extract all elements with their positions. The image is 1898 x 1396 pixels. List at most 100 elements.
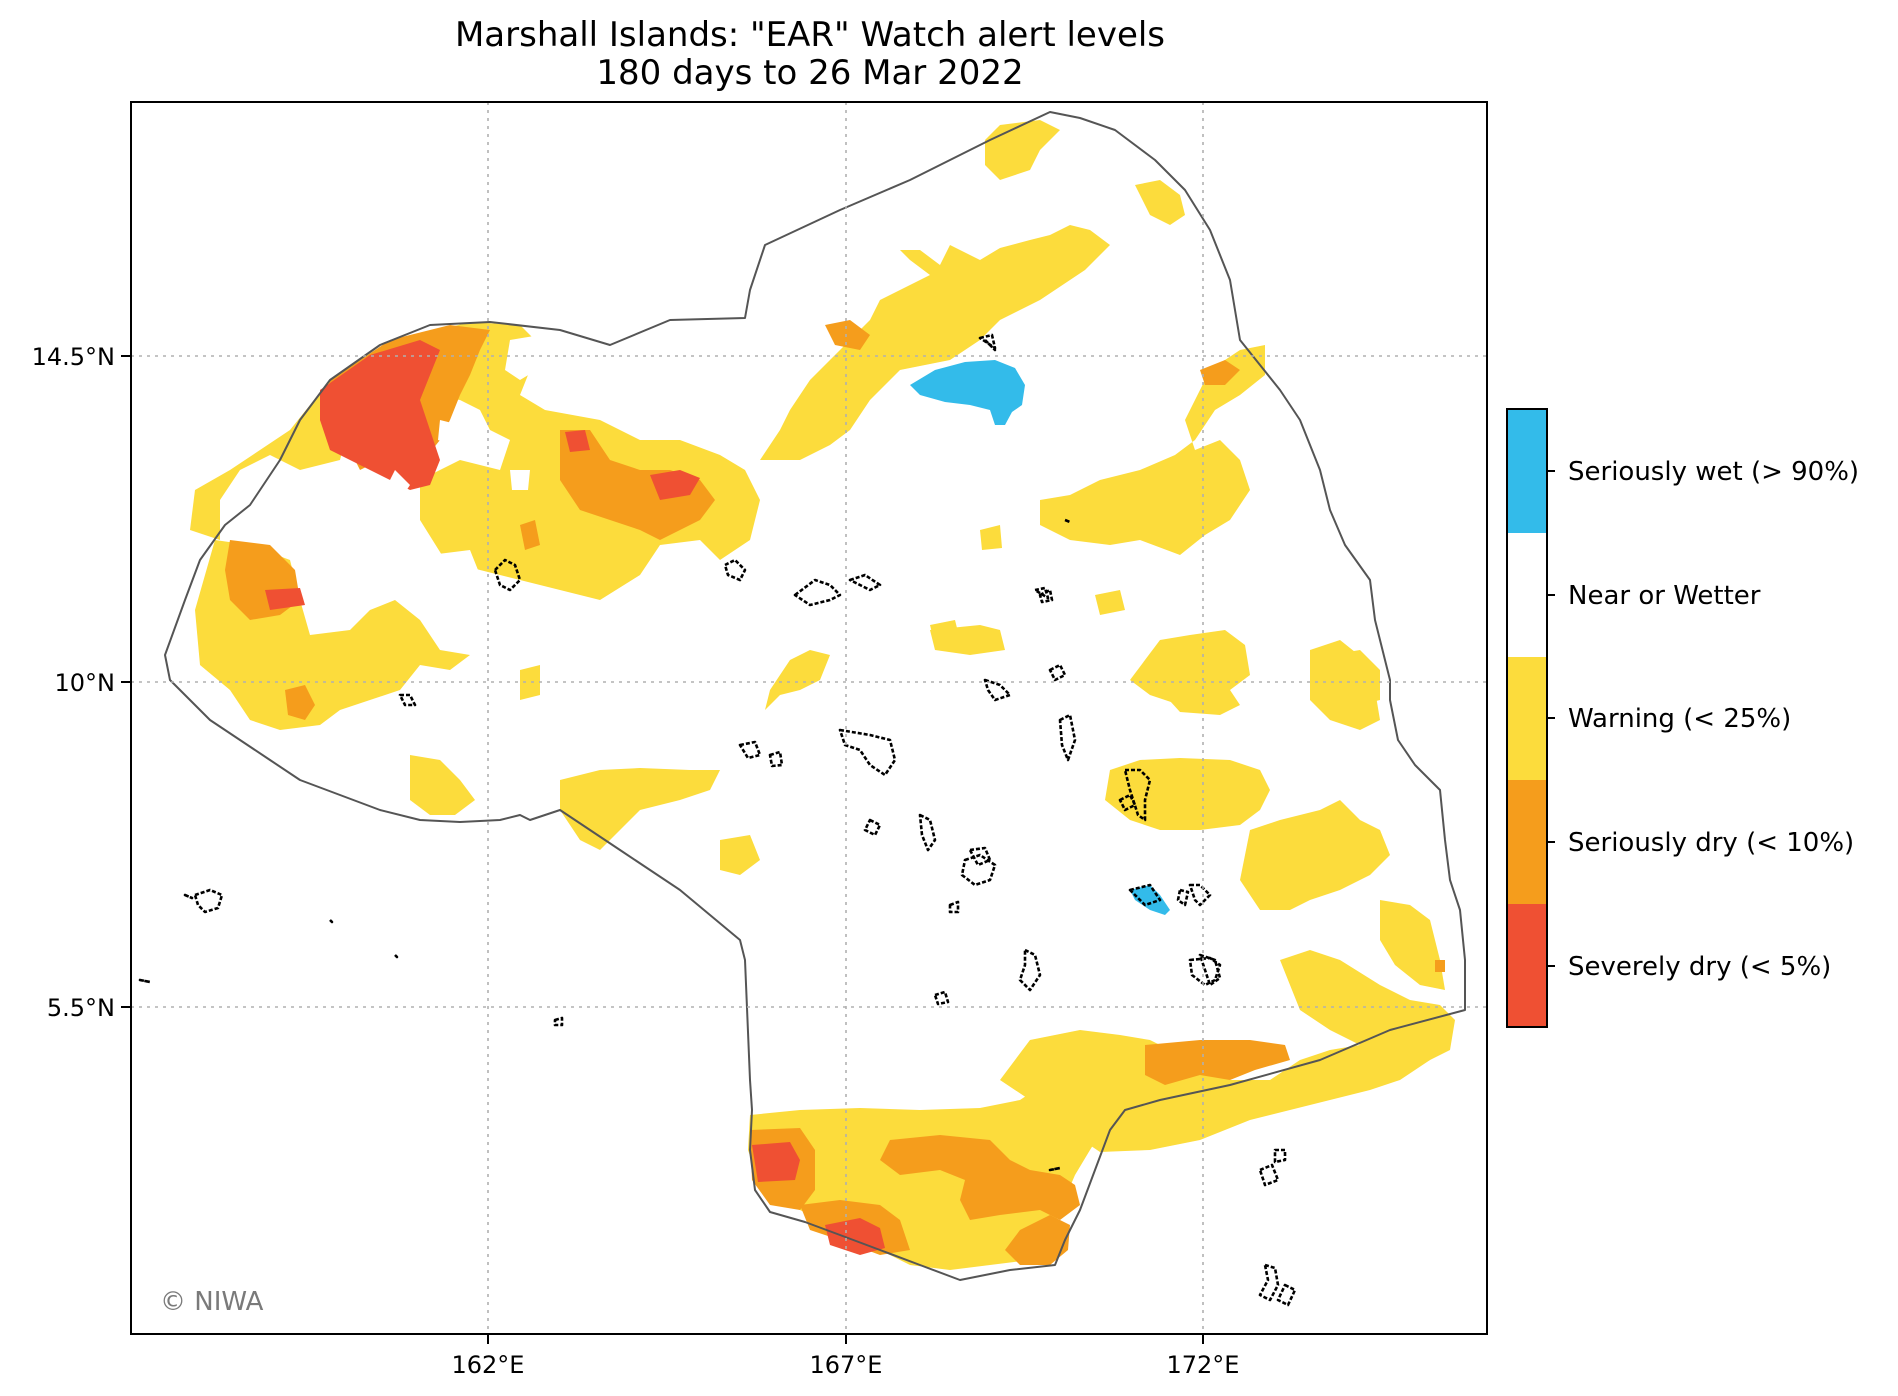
x-tick-label-167e: 167°E <box>810 1351 883 1379</box>
white-patch-2 <box>510 470 530 490</box>
legend-label-severely-dry: Severely dry (< 5%) <box>1568 952 1831 982</box>
x-tick-label-172e: 172°E <box>1167 1351 1240 1379</box>
atoll-taongi <box>1063 518 1072 524</box>
map-title-line2: 180 days to 26 Mar 2022 <box>596 53 1023 93</box>
atoll-namorik <box>933 990 950 1006</box>
severe-zone-central-north <box>650 470 700 500</box>
legend-label-warning: Warning (< 25%) <box>1568 704 1791 734</box>
colorbar-swatch-seriously-dry <box>1507 780 1547 904</box>
dry-zone-northeast <box>1200 360 1240 385</box>
colorbar-legend: Seriously wet (> 90%) Near or Wetter War… <box>1506 408 1859 1028</box>
warning-zone-small-5 <box>765 650 830 710</box>
colorbar-swatch-warning <box>1507 657 1547 780</box>
dry-zone-small-a <box>520 520 540 550</box>
y-tick-label-5-5n: 5.5°N <box>47 994 115 1022</box>
atoll-jaluit <box>1018 948 1042 992</box>
atoll-likiep <box>983 678 1012 702</box>
atoll-outlines <box>138 333 1297 1307</box>
warning-zone-east-central <box>1240 800 1390 910</box>
warning-zone-north-top <box>985 120 1060 180</box>
warning-zone-central-middle <box>560 768 720 850</box>
dry-zone-small-c <box>1435 960 1445 972</box>
warning-zone-small-3 <box>1095 590 1125 615</box>
atoll-bikini <box>723 558 747 582</box>
warning-zone-east-band <box>1130 630 1250 705</box>
atoll-utirik <box>1048 663 1067 682</box>
dry-zone-southeast <box>1145 1040 1290 1085</box>
tick-marks <box>121 355 1204 1344</box>
white-patch-5 <box>430 550 480 590</box>
map-title-line1: Marshall Islands: "EAR" Watch alert leve… <box>455 15 1165 55</box>
white-patch-3 <box>385 470 410 500</box>
severe-zone-south-west <box>752 1142 800 1182</box>
legend-label-seriously-dry: Seriously dry (< 10%) <box>1568 828 1854 858</box>
gridlines <box>131 102 1487 1334</box>
atoll-mili <box>1258 1163 1280 1187</box>
atoll-namdrik <box>1048 1166 1062 1172</box>
atoll-maloelap <box>1188 883 1212 907</box>
legend-label-near-or-wetter: Near or Wetter <box>1568 581 1761 611</box>
atoll-far-west-1 <box>183 893 194 900</box>
legend-label-seriously-wet: Seriously wet (> 90%) <box>1568 457 1859 487</box>
warning-zone-small-4 <box>980 525 1002 550</box>
dry-zone-south-middle <box>880 1135 1080 1220</box>
atoll-far-west-3 <box>328 918 334 924</box>
niwa-credit: © NIWA <box>160 1287 264 1317</box>
atoll-erikub <box>1128 883 1162 907</box>
atoll-lib <box>948 900 960 914</box>
eez-boundary <box>164 111 1466 1281</box>
atoll-lae <box>768 750 784 768</box>
dry-zone-small-b <box>285 685 315 720</box>
seriously-wet-zones <box>910 360 1170 915</box>
severe-zone-northwest <box>320 340 440 490</box>
map-frame <box>130 101 1488 1335</box>
atoll-bokak <box>978 333 997 350</box>
white-patch-4 <box>505 335 545 380</box>
warning-zone-central-east <box>1105 758 1270 830</box>
colorbar-swatch-severely-dry <box>1507 904 1547 1027</box>
severe-zone-west <box>265 588 305 610</box>
colorbar-swatch-seriously-wet <box>1507 409 1547 533</box>
atoll-far-west-5 <box>553 1016 564 1027</box>
x-tick-label-162e: 162°E <box>452 1351 525 1379</box>
atoll-kosrae-area <box>193 888 224 914</box>
atoll-rongelap <box>793 578 842 607</box>
severe-zone-central-small <box>565 430 590 452</box>
wet-zone-north <box>910 360 1025 425</box>
warning-zone-northeast <box>1040 345 1265 555</box>
y-tick-label-10n: 10°N <box>55 669 116 697</box>
atoll-ailuk <box>1058 713 1077 762</box>
atoll-far-west-4 <box>393 953 399 959</box>
warning-zone-small-8 <box>1160 680 1240 715</box>
warning-zone-small-1 <box>520 665 540 700</box>
white-patch-1 <box>438 420 460 445</box>
near-or-wetter-patches <box>385 335 545 590</box>
map-area: © NIWA <box>131 102 1487 1334</box>
dry-zone-north-small <box>825 320 870 350</box>
warning-zone-central-north <box>760 225 1110 460</box>
wet-zone-east <box>1130 885 1170 915</box>
atoll-enewetak <box>493 558 522 592</box>
warning-zone-central-small <box>720 835 760 875</box>
dry-zone-central-north <box>560 430 715 540</box>
atoll-namu <box>918 813 937 852</box>
warning-zone-north-right <box>1135 180 1185 225</box>
atoll-ujae <box>863 818 882 837</box>
severely-dry-zones <box>265 340 885 1255</box>
colorbar-swatch-near-or-wetter <box>1507 533 1547 657</box>
atoll-ebon <box>1273 1148 1287 1164</box>
atoll-ujelang <box>398 693 417 707</box>
warning-zone-small-7 <box>930 625 1005 655</box>
atoll-aur <box>1176 888 1190 907</box>
dry-zone-south-right <box>1005 1215 1070 1265</box>
atoll-arno <box>1198 953 1222 987</box>
warning-zone-east-block <box>1330 650 1380 705</box>
atoll-kwajalein <box>838 728 897 777</box>
warning-zone-mid-west <box>410 755 475 815</box>
atoll-ailinglaplap <box>960 853 997 887</box>
warning-zone-small-6 <box>720 845 740 870</box>
atoll-knox <box>1258 1263 1280 1302</box>
atoll-bikar <box>1033 586 1050 600</box>
atoll-far-west-2 <box>138 978 152 984</box>
warning-zone-east-edge <box>1380 900 1445 990</box>
